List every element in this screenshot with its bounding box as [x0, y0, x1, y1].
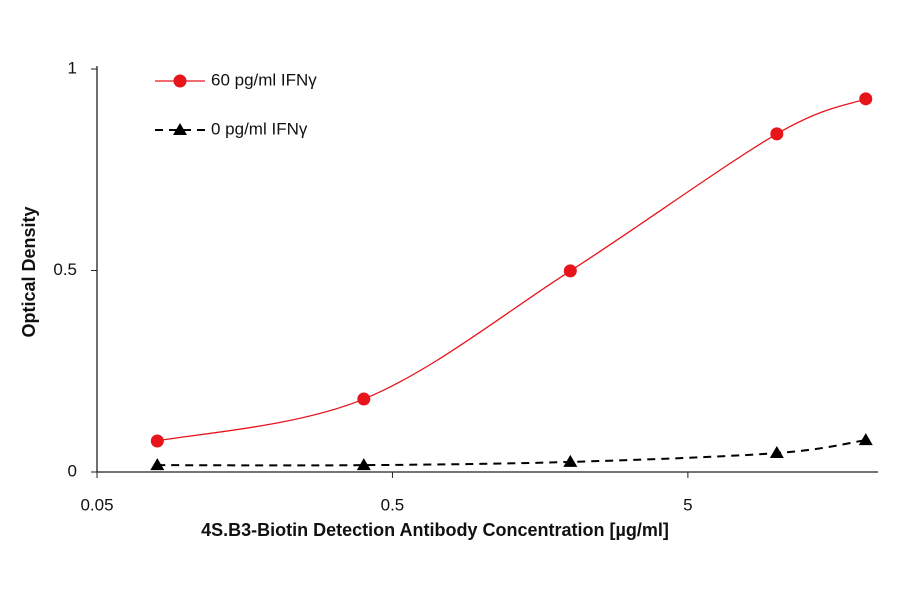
- series-line: [157, 98, 867, 442]
- x-tick-label: 0.05: [80, 495, 113, 514]
- x-axis-title: 4S.B3-Biotin Detection Antibody Concentr…: [201, 520, 669, 540]
- legend-label: 60 pg/ml IFNγ: [211, 70, 317, 89]
- point: [769, 446, 784, 459]
- series-line: [157, 439, 866, 467]
- legend-marker: [173, 74, 187, 88]
- point: [858, 433, 873, 446]
- point: [357, 392, 371, 406]
- y-tick-label: 1: [68, 58, 77, 77]
- point: [563, 454, 578, 467]
- point: [150, 458, 165, 471]
- x-tick-label: 0.5: [381, 495, 405, 514]
- x-tick-label: 5: [683, 495, 692, 514]
- point: [356, 458, 371, 471]
- y-axis-title: Optical Density: [19, 206, 39, 337]
- legend-label: 0 pg/ml IFNγ: [211, 119, 308, 138]
- point: [770, 127, 784, 141]
- point: [563, 264, 577, 278]
- y-tick-label: 0: [68, 461, 77, 480]
- legend-marker: [173, 123, 187, 135]
- y-tick-label: 0.5: [53, 260, 77, 279]
- point: [859, 92, 873, 106]
- point: [150, 434, 164, 448]
